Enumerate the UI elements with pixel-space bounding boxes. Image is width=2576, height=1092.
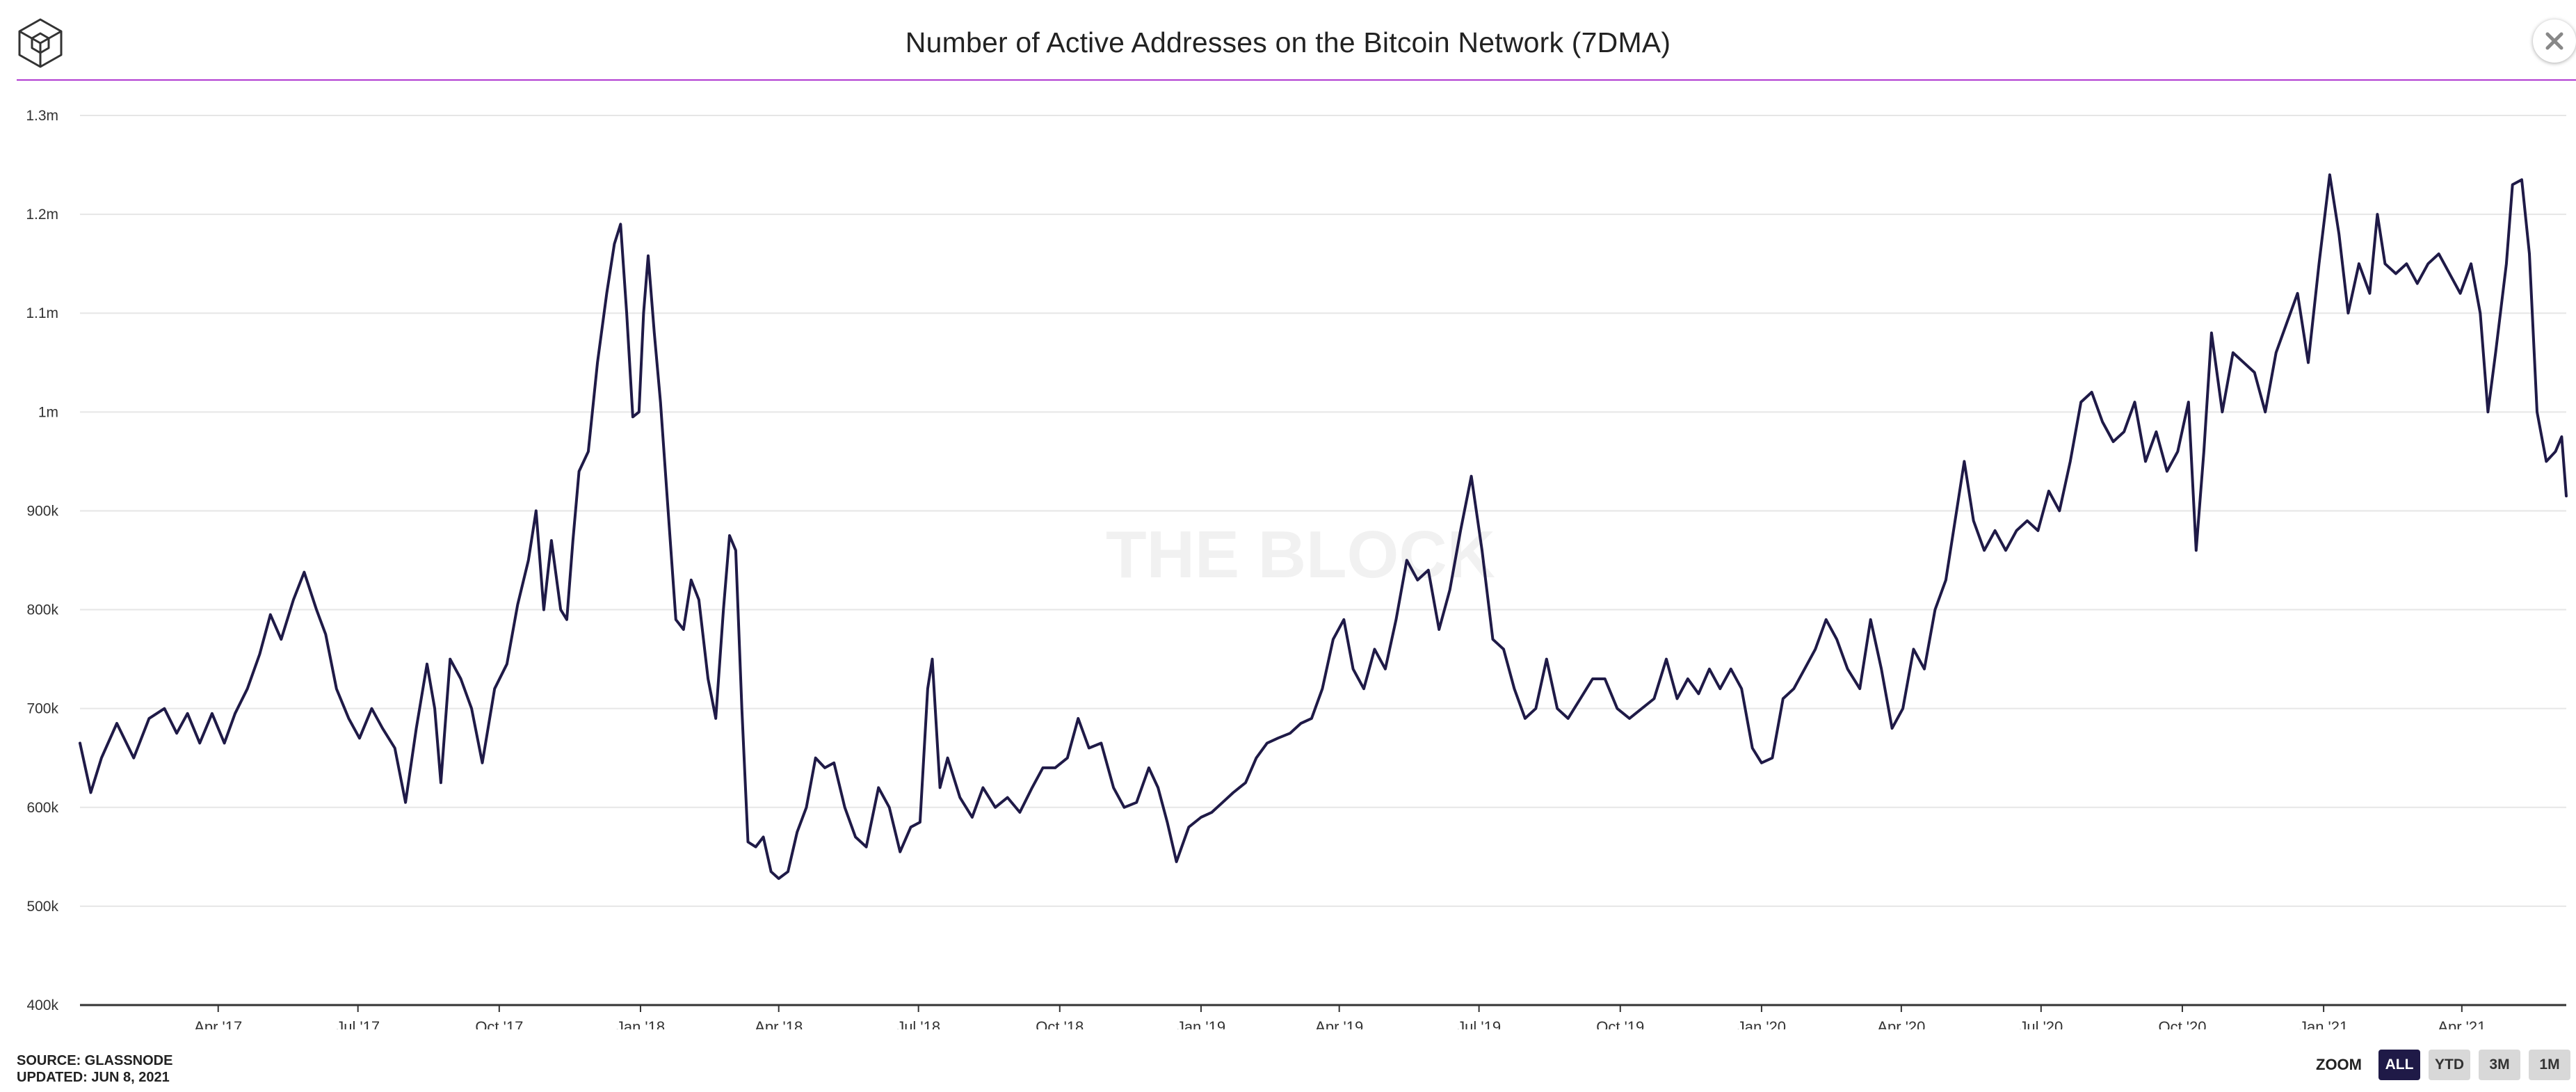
header-accent-rule bbox=[17, 79, 2576, 81]
x-tick-label: Jul '19 bbox=[1457, 1018, 1501, 1029]
y-tick-label: 900k bbox=[26, 503, 58, 519]
x-tick-label: Apr '17 bbox=[194, 1018, 242, 1029]
y-tick-label: 500k bbox=[26, 899, 58, 915]
y-tick-label: 1.3m bbox=[26, 108, 58, 124]
x-tick-label: Apr '20 bbox=[1877, 1018, 1925, 1029]
watermark: THE BLOCK bbox=[1106, 517, 1495, 592]
x-tick-label: Jan '19 bbox=[1177, 1018, 1225, 1029]
x-tick-label: Apr '19 bbox=[1315, 1018, 1363, 1029]
chart-title: Number of Active Addresses on the Bitcoi… bbox=[905, 26, 1671, 58]
x-tick-label: Apr '18 bbox=[755, 1018, 803, 1029]
updated-label: UPDATED: JUN 8, 2021 bbox=[17, 1070, 170, 1085]
zoom-1m-button[interactable]: 1M bbox=[2529, 1050, 2570, 1080]
zoom-controls: ZOOM ALL YTD 3M 1M bbox=[2316, 1050, 2570, 1080]
x-tick-label: Jul '20 bbox=[2019, 1018, 2063, 1029]
y-tick-label: 400k bbox=[26, 997, 58, 1013]
zoom-3m-button[interactable]: 3M bbox=[2479, 1050, 2520, 1080]
x-tick-label: Jul '18 bbox=[896, 1018, 940, 1029]
x-tick-label: Oct '19 bbox=[1596, 1018, 1644, 1029]
series-line bbox=[79, 173, 2568, 881]
source-note: SOURCE: GLASSNODE UPDATED: JUN 8, 2021 bbox=[17, 1052, 172, 1086]
y-tick-label: 1.2m bbox=[26, 207, 58, 223]
the-block-logo bbox=[18, 18, 63, 68]
source-label: SOURCE: GLASSNODE bbox=[17, 1053, 173, 1068]
close-button[interactable] bbox=[2533, 19, 2576, 63]
y-tick-label: 800k bbox=[26, 602, 58, 618]
zoom-ytd-button[interactable]: YTD bbox=[2429, 1050, 2470, 1080]
line-chart: THE BLOCK 400k 500k 600k 700k 800k 900k 1m 1.1m 1… bbox=[26, 108, 2568, 1029]
zoom-all-button[interactable]: ALL bbox=[2378, 1050, 2420, 1080]
y-tick-label: 600k bbox=[26, 800, 58, 816]
x-tick-label: Jan '21 bbox=[2299, 1018, 2348, 1029]
y-tick-label: 700k bbox=[26, 701, 58, 717]
y-tick-label: 1m bbox=[38, 404, 58, 420]
x-tick-label: Oct '17 bbox=[475, 1018, 523, 1029]
x-tick-label: Apr '21 bbox=[2438, 1018, 2486, 1029]
x-tick-label: Jan '18 bbox=[616, 1018, 665, 1029]
close-icon bbox=[2545, 32, 2563, 50]
x-tick-label: Jan '20 bbox=[1737, 1018, 1786, 1029]
x-tick-label: Oct '18 bbox=[1036, 1018, 1084, 1029]
x-tick-label: Oct '20 bbox=[2158, 1018, 2206, 1029]
y-tick-label: 1.1m bbox=[26, 305, 58, 321]
x-tick-label: Jul '17 bbox=[336, 1018, 380, 1029]
zoom-label: ZOOM bbox=[2316, 1056, 2362, 1073]
